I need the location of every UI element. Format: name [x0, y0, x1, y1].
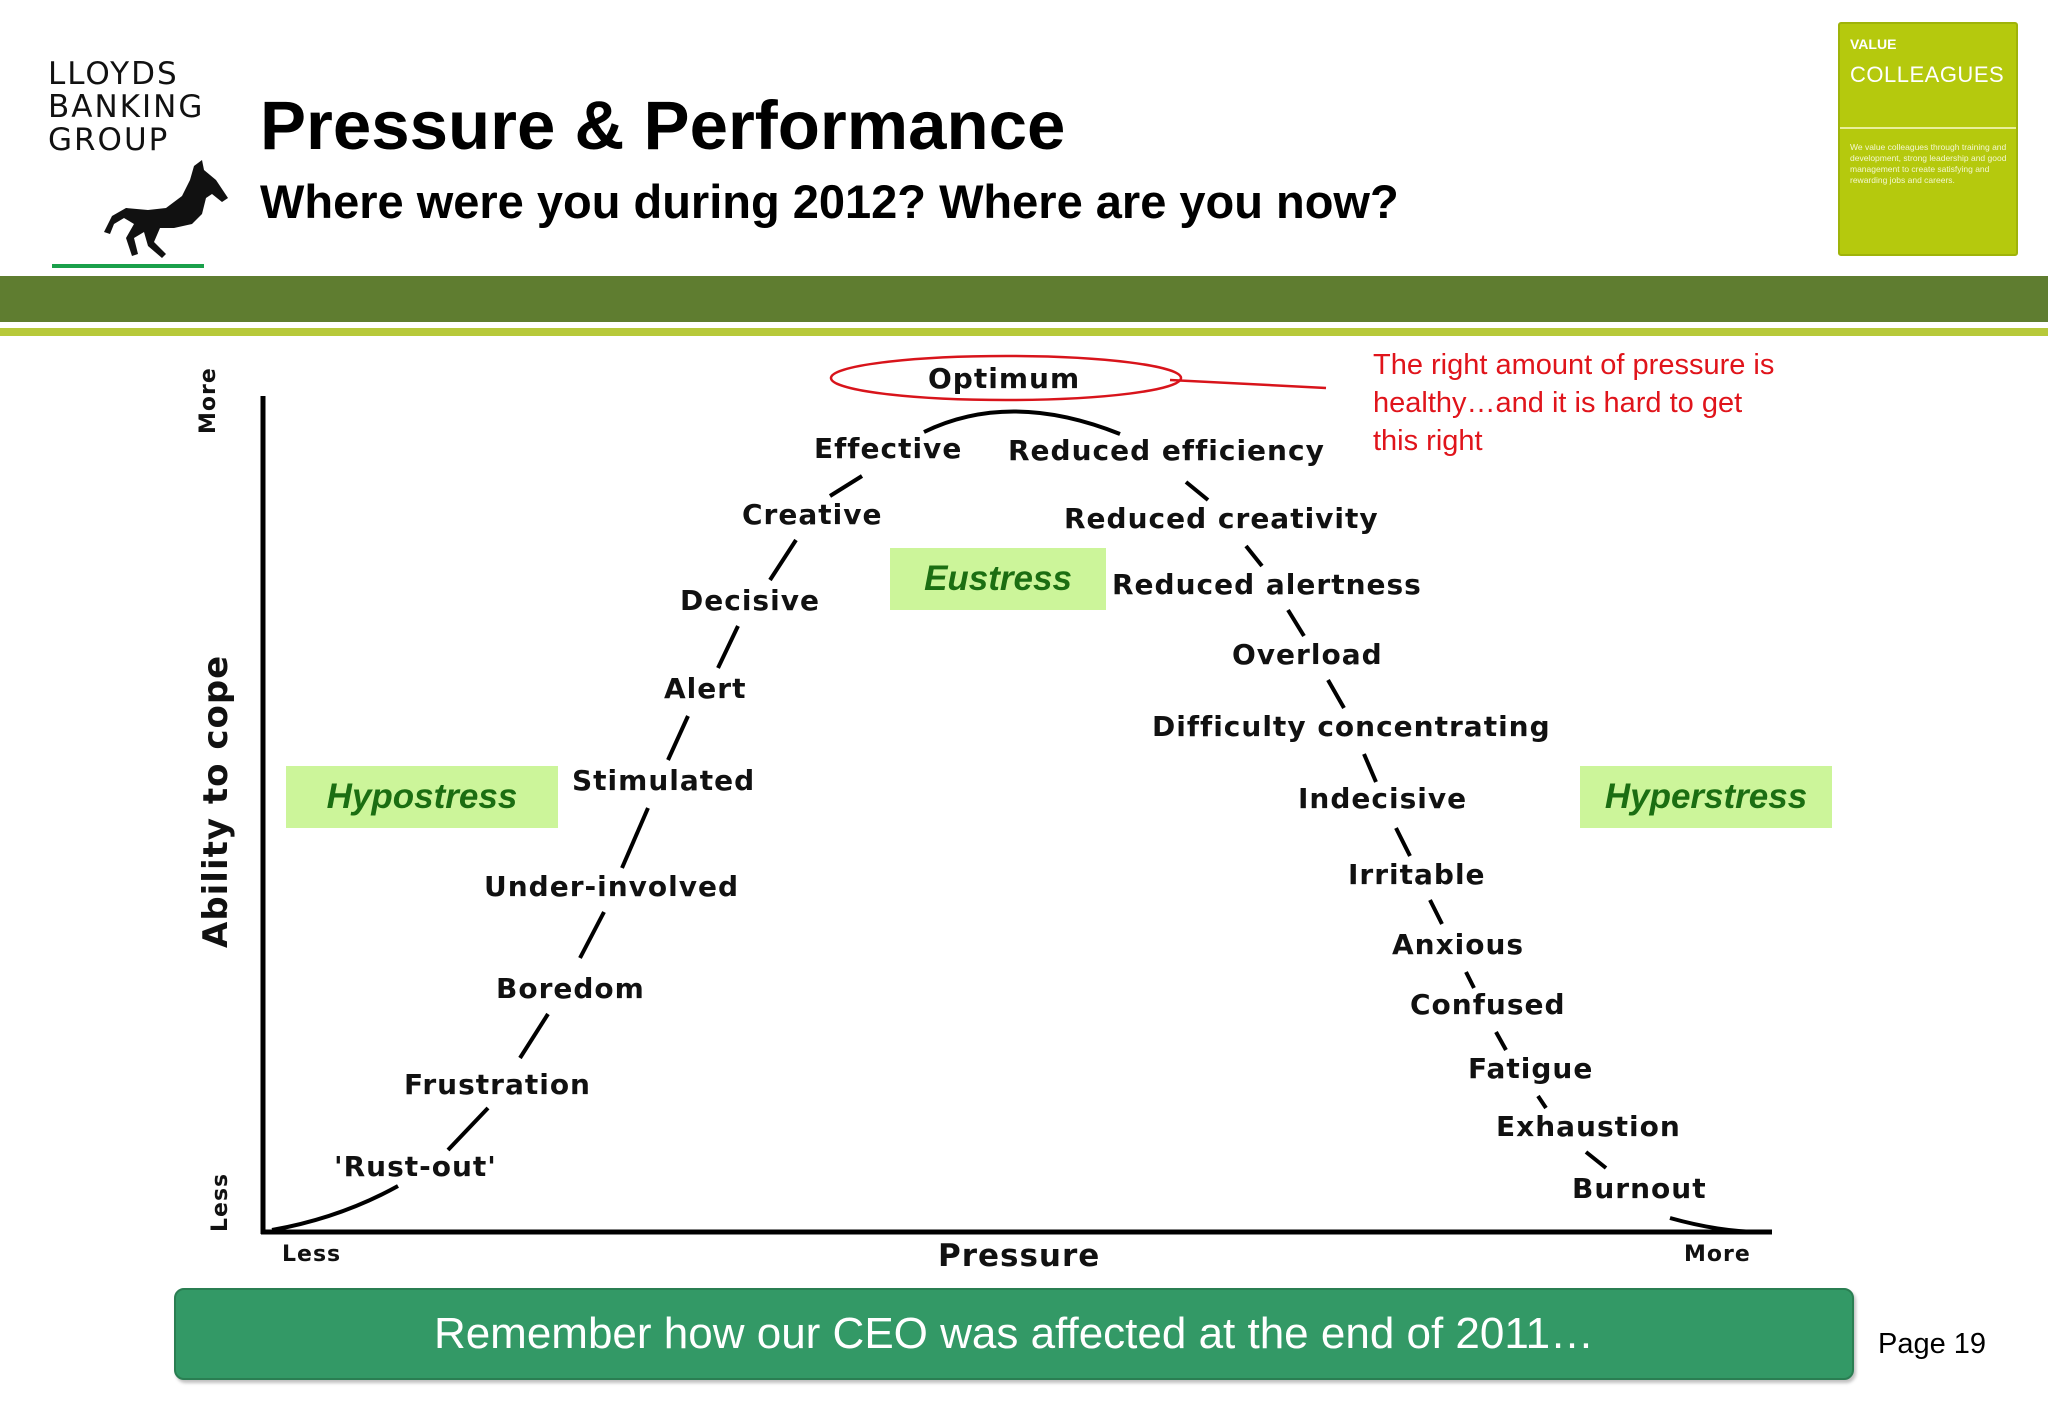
lloyds-logo: LLOYDS BANKING GROUP: [48, 58, 248, 278]
label-decisive: Decisive: [680, 584, 820, 617]
black-horse-icon: [104, 160, 228, 258]
connector: [620, 807, 650, 869]
header-accent-line: [0, 328, 2048, 336]
connector: [1244, 544, 1264, 568]
badge-small-label: VALUE: [1850, 36, 1897, 52]
label-effective: Effective: [814, 432, 963, 465]
label-exhaustion: Exhaustion: [1496, 1110, 1681, 1143]
x-axis-label: Pressure: [938, 1238, 1101, 1274]
callout-pointer: [1169, 378, 1327, 390]
label-confused: Confused: [1410, 988, 1566, 1021]
connector: [1494, 1031, 1508, 1051]
connector: [1584, 1150, 1608, 1170]
label-burnout: Burnout: [1572, 1172, 1707, 1205]
y-axis-label: Ability to cope: [196, 654, 236, 948]
x-axis-more: More: [1684, 1242, 1751, 1267]
badge-body: We value colleagues through training and…: [1850, 142, 2007, 185]
label-fatigue: Fatigue: [1468, 1052, 1594, 1085]
curve-peak: [923, 409, 1121, 436]
label-boredom: Boredom: [496, 972, 645, 1005]
optimum-highlight-ellipse: [829, 354, 1183, 402]
connector: [828, 474, 864, 498]
label-optimum: Optimum: [928, 362, 1081, 395]
footer-text: Remember how our CEO was affected at the…: [433, 1309, 1595, 1358]
label-alert: Alert: [664, 672, 747, 705]
y-axis-more: More: [196, 367, 221, 434]
connector: [1326, 679, 1346, 709]
page-title: Pressure & Performance: [260, 87, 1066, 164]
footer-banner: Remember how our CEO was affected at the…: [174, 1288, 1854, 1380]
label-reduced-creativity: Reduced creativity: [1064, 502, 1379, 535]
callout-text: The right amount of pressure is healthy……: [1373, 349, 1775, 457]
connector: [518, 1012, 550, 1060]
label-under-involved: Under-involved: [484, 870, 740, 903]
header-band: [0, 276, 2048, 322]
logo-line-1: LLOYDS: [48, 56, 179, 92]
connector: [716, 625, 740, 669]
connector: [1428, 899, 1444, 925]
connector: [768, 538, 798, 582]
label-frustration: Frustration: [404, 1068, 591, 1101]
connector: [578, 911, 606, 959]
logo-line-3: GROUP: [48, 122, 170, 158]
zone-eustress: Eustress: [890, 548, 1106, 610]
label-reduced-alertness: Reduced alertness: [1112, 568, 1422, 601]
page-number: Page 19: [1878, 1328, 1987, 1360]
badge-divider: [1840, 127, 2016, 129]
connector: [446, 1106, 490, 1152]
label-stimulated: Stimulated: [572, 764, 756, 797]
connector: [1362, 753, 1378, 783]
value-colleagues-badge: VALUE COLLEAGUES We value colleagues thr…: [1838, 22, 2018, 256]
connector: [1184, 480, 1210, 502]
label-indecisive: Indecisive: [1298, 782, 1468, 815]
label-creative: Creative: [742, 498, 883, 531]
label-anxious: Anxious: [1392, 928, 1525, 961]
zone-hyperstress: Hyperstress: [1580, 766, 1832, 828]
connector: [1394, 827, 1412, 857]
label-rust-out: 'Rust-out': [334, 1150, 497, 1183]
connector: [666, 715, 690, 761]
label-irritable: Irritable: [1348, 858, 1486, 891]
curve-start: [271, 1184, 399, 1232]
connector: [1464, 971, 1476, 989]
connector: [1286, 608, 1306, 638]
page-subtitle: Where were you during 2012? Where are yo…: [260, 175, 1399, 228]
logo-line-2: BANKING: [48, 89, 205, 125]
logo-underline: [52, 264, 204, 268]
x-axis-less: Less: [282, 1242, 342, 1267]
y-axis-less: Less: [208, 1172, 233, 1232]
connector: [1536, 1094, 1548, 1110]
zone-hypostress: Hypostress: [286, 766, 558, 828]
curve-end: [1669, 1216, 1763, 1234]
label-overload: Overload: [1232, 638, 1383, 671]
badge-title: COLLEAGUES: [1850, 62, 2005, 87]
label-difficulty-concentrating: Difficulty concentrating: [1152, 710, 1551, 743]
label-reduced-efficiency: Reduced efficiency: [1008, 434, 1325, 467]
